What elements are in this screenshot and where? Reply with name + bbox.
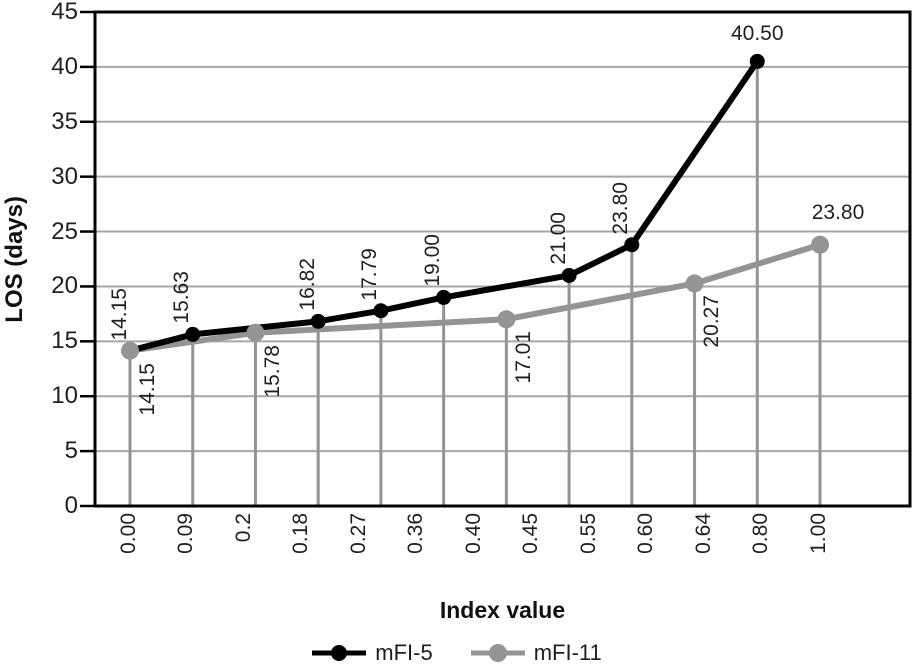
series-line-mFI-5 — [129, 59, 760, 354]
data-point-marker-mFI-11 — [246, 323, 265, 342]
data-point-marker-mFI-5 — [436, 289, 452, 305]
legend-label: mFI-11 — [533, 640, 602, 665]
data-point-marker-mFI-11 — [121, 341, 139, 360]
data-point-marker-mFI-5 — [749, 53, 765, 69]
data-point-marker-mFI-5 — [185, 326, 201, 342]
data-point-marker-mFI-5 — [624, 237, 640, 253]
data-point-marker-mFI-5 — [373, 303, 389, 319]
legend-label: mFI-5 — [375, 640, 433, 665]
data-point-marker-mFI-11 — [685, 274, 704, 293]
chart-legend: mFI-5 mFI-11 — [0, 640, 914, 666]
data-point-marker-mFI-5 — [310, 313, 326, 329]
plot-border — [93, 10, 912, 508]
legend-line-marker-swatch — [312, 645, 367, 661]
data-point-marker-mFI-11 — [810, 235, 829, 254]
y-axis-title: LOS (days) — [1, 195, 28, 323]
legend-item-mFI-5: mFI-5 — [312, 640, 433, 666]
x-axis-title: Index value — [439, 597, 566, 623]
series-line-mFI-11 — [129, 241, 821, 354]
legend-item-mFI-11: mFI-11 — [470, 640, 602, 666]
legend-line-marker-swatch — [470, 644, 525, 662]
data-point-marker-mFI-5 — [561, 267, 577, 283]
data-point-marker-mFI-11 — [497, 310, 516, 329]
